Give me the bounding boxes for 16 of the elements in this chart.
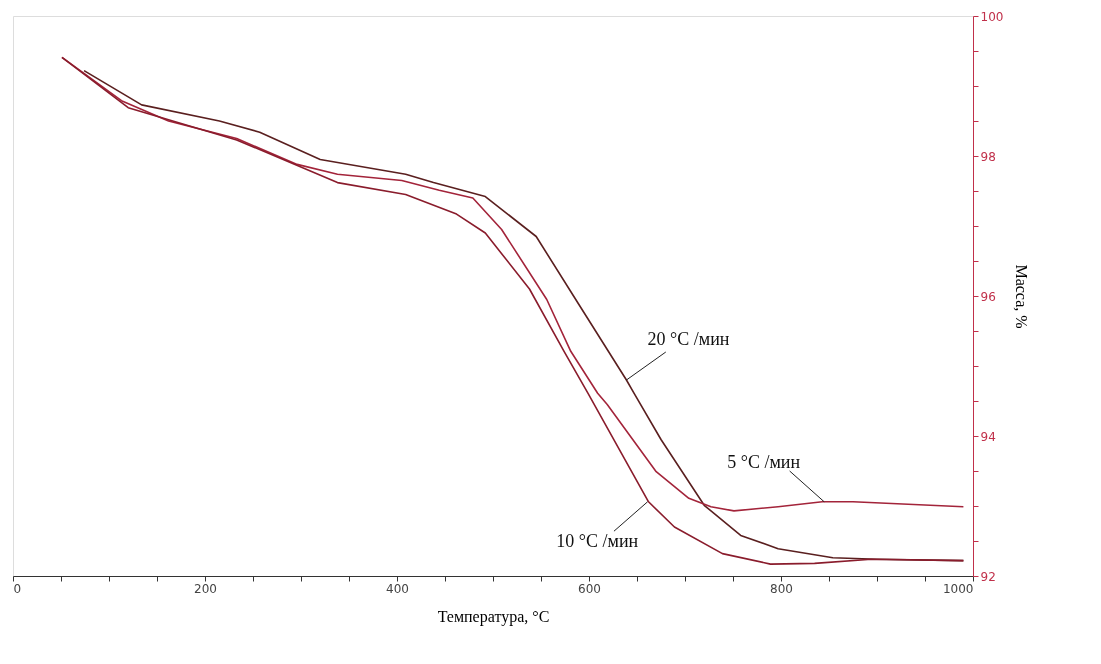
annotation: 5 °C /мин (727, 452, 801, 473)
y-tick-label: 100 (980, 9, 1004, 24)
x-tick-label: 600 (578, 581, 601, 596)
x-tick-label: 1000 (942, 581, 974, 596)
y-tick-label: 98 (980, 149, 996, 164)
x-tick-label: 200 (194, 581, 217, 596)
y-tick-label: 92 (980, 569, 996, 584)
annotation: 10 °C /мин (556, 531, 639, 552)
y-tick-label: 96 (980, 289, 996, 304)
y-tick-label: 94 (980, 429, 996, 444)
y-axis-title: Масса, % (1013, 264, 1031, 329)
annotation: 20 °C /мин (647, 328, 730, 349)
x-axis-title: Температура, °C (437, 607, 550, 626)
x-tick-label: 0 (13, 581, 22, 596)
x-tick-label: 800 (770, 581, 793, 596)
x-tick-label: 400 (386, 581, 409, 596)
